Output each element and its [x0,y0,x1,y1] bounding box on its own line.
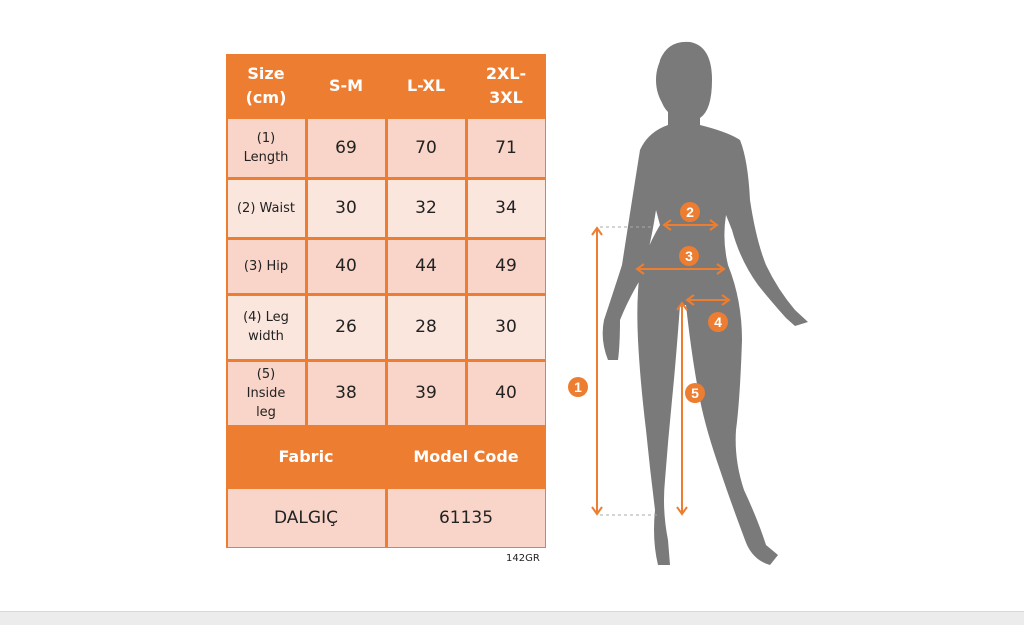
marker-3 [679,246,699,266]
cell-text: (1) [256,130,276,146]
size-value: 30 [307,179,385,237]
size-value: 28 [387,295,465,359]
row-label: (5) Inside leg [227,361,305,425]
header-cell: S-M [308,56,385,116]
header-cell: L-XL [388,56,465,116]
marker-4 [708,312,728,332]
cell-text: leg [256,404,276,420]
model-code-value: 61135 [387,488,545,547]
size-value: 49 [467,239,545,293]
size-value: 40 [467,361,545,425]
body-silhouette-diagram: 1 2 3 4 5 [568,41,808,565]
size-value: 71 [467,118,545,177]
fabric-header: Fabric [278,446,334,466]
silhouette-icon [602,41,808,565]
cell-text: Inside [246,385,286,401]
cell-text: S-M [328,75,364,95]
size-value: 30 [467,295,545,359]
size-value: 26 [307,295,385,359]
marker-1-label: 1 [574,379,582,395]
cell-text: Size [247,63,285,83]
header-cell: 2XL-3XL [468,56,545,116]
product-code: 142GR [506,553,540,564]
row-label: (2) Waist [227,179,305,237]
cell-text: width [248,329,284,344]
size-value: 39 [387,361,465,425]
cell-text: (cm) [245,87,287,107]
marker-3-label: 3 [685,248,693,264]
fabric-value: DALGIÇ [227,488,385,547]
cell-text: 2XL-3XL [485,63,527,107]
marker-2 [680,202,700,222]
size-value: 70 [387,118,465,177]
cell-text: L-XL [406,75,446,95]
row-label: (1) Length [227,118,305,177]
row-label: (3) Hip [227,239,305,293]
header-cell: Size (cm) [228,56,305,116]
marker-4-label: 4 [714,314,722,330]
marker-5-label: 5 [691,385,699,401]
cell-text: (4) Leg [243,310,289,325]
size-chart-table: Size (cm) S-M L-XL 2XL-3XL (1) Length 69 70 71 (2)… [226,54,546,548]
marker-2-label: 2 [686,204,694,220]
row-label: (4) Leg width [227,295,305,359]
bottom-bar [0,611,1024,625]
marker-5 [685,383,705,403]
cell-text: (2) Waist [236,200,296,216]
marker-1 [568,377,588,397]
size-value: 44 [387,239,465,293]
cell-text: (3) Hip [243,258,289,274]
size-value: 69 [307,118,385,177]
size-value: 40 [307,239,385,293]
size-value: 32 [387,179,465,237]
size-value: 34 [467,179,545,237]
model-code-header: Model Code [413,446,519,466]
size-value: 38 [307,361,385,425]
cell-text: (5) [256,366,276,382]
cell-text: Length [243,149,289,165]
